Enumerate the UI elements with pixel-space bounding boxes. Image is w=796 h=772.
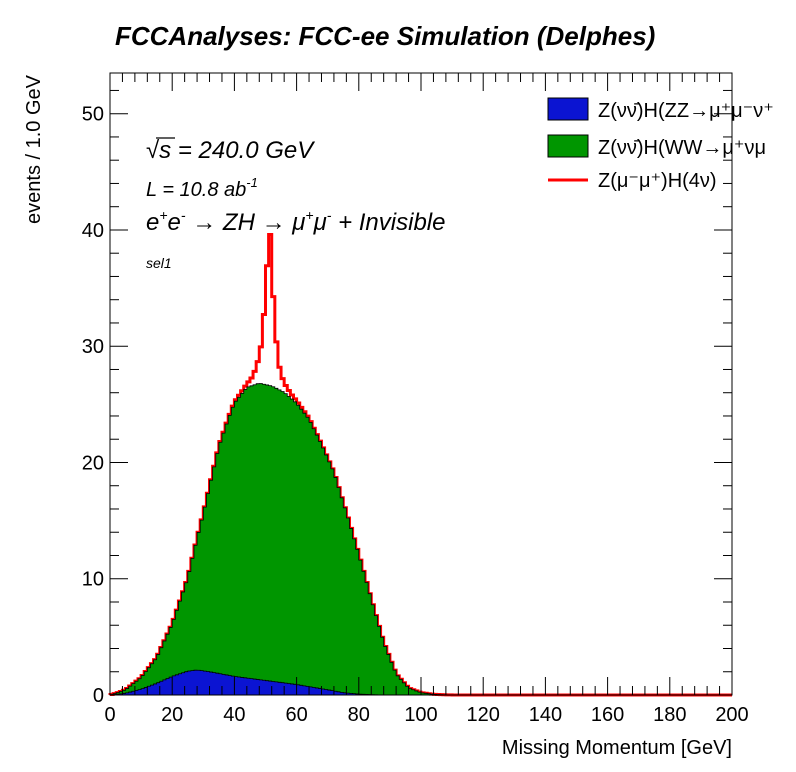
process-tail: + Invisible xyxy=(331,209,445,236)
y-axis-title: events / 1.0 GeV xyxy=(23,74,45,224)
x-tick-label: 60 xyxy=(285,704,307,726)
x-tick-label: 160 xyxy=(591,704,624,726)
sqrt-symbol: √ xyxy=(146,137,160,164)
x-tick-label: 120 xyxy=(467,704,500,726)
luminosity-label: L = 10.8 ab-1 xyxy=(146,175,258,201)
y-tick-label: 20 xyxy=(82,452,104,474)
lumi-text: L = 10.8 ab xyxy=(146,179,246,201)
legend-label-zz: Z(νν̄)H(ZZ→μ⁺μ⁻ν⁺ xyxy=(598,100,774,122)
plot-area xyxy=(108,72,733,697)
x-tick-label: 0 xyxy=(104,704,115,726)
axis-ticks xyxy=(109,73,733,696)
process-mu: μ xyxy=(313,209,327,236)
x-tick-label: 20 xyxy=(161,704,183,726)
x-tick-label: 40 xyxy=(223,704,245,726)
y-tick-label: 10 xyxy=(82,569,104,591)
process-e2: e xyxy=(168,209,181,236)
chart-title: FCCAnalyses: FCC-ee Simulation (Delphes) xyxy=(115,21,655,51)
legend-swatch-ww xyxy=(547,134,589,158)
y-tick-label: 40 xyxy=(82,220,104,242)
x-tick-label: 100 xyxy=(404,704,437,726)
process-e-sup-plus: + xyxy=(159,207,167,223)
x-tick-labels: 0 20 40 60 80 100 120 140 160 180 200 xyxy=(104,704,748,726)
sqrt-s-label: √s = 240.0 GeV xyxy=(146,137,315,164)
series-z-h-ww xyxy=(109,383,732,696)
process-arrow: → ZH → μ xyxy=(186,209,306,236)
y-tick-label: 30 xyxy=(82,336,104,358)
legend: Z(νν̄)H(ZZ→μ⁺μ⁻ν⁺ Z(νν̄)H(WW→μ⁺νμ Z(μ⁻μ⁺… xyxy=(547,97,774,192)
y-tick-labels: 0 10 20 30 40 50 xyxy=(82,104,104,707)
x-axis-title: Missing Momentum [GeV] xyxy=(502,737,732,759)
process-mu-sup-minus: - xyxy=(327,207,332,223)
lumi-exponent: -1 xyxy=(246,175,258,190)
histogram-layer xyxy=(108,232,732,697)
legend-swatch-zz xyxy=(547,97,589,121)
legend-label-signal: Z(μ⁻μ⁺)H(4ν) xyxy=(598,170,717,192)
selection-label: sel1 xyxy=(146,255,172,271)
x-tick-label: 140 xyxy=(529,704,562,726)
x-tick-label: 80 xyxy=(348,704,370,726)
process-label: e+e- → ZH → μ+μ- + Invisible xyxy=(146,207,445,236)
process-e-sup-minus: - xyxy=(181,207,186,223)
y-tick-label: 0 xyxy=(93,685,104,707)
y-tick-label: 50 xyxy=(82,104,104,126)
process-e: e xyxy=(146,209,159,236)
legend-label-ww: Z(νν̄)H(WW→μ⁺νμ xyxy=(598,137,766,159)
annotations: √s = 240.0 GeV L = 10.8 ab-1 e+e- → ZH →… xyxy=(146,137,445,271)
process-mu-sup-plus: + xyxy=(305,207,313,223)
x-tick-label: 200 xyxy=(715,704,748,726)
sqrt-s-value: = 240.0 GeV xyxy=(171,137,315,164)
x-tick-label: 180 xyxy=(653,704,686,726)
sqrt-s-var: s xyxy=(159,137,171,164)
